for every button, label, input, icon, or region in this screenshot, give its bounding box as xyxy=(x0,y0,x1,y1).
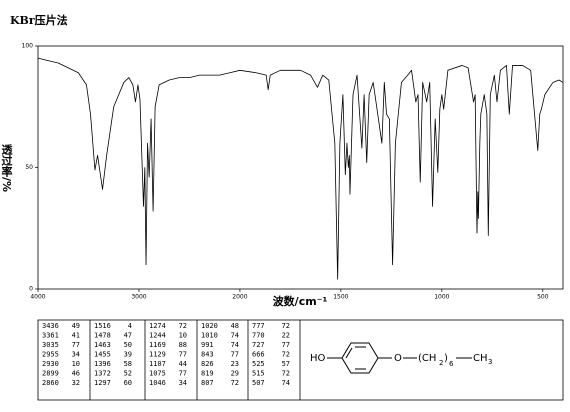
peak-transmittance: 49 xyxy=(72,322,80,330)
peak-wavenumber: 807 xyxy=(201,379,214,387)
peak-transmittance: 74 xyxy=(231,332,239,340)
peak-transmittance: 72 xyxy=(282,370,290,378)
peak-wavenumber: 1129 xyxy=(149,351,166,359)
x-tick-label: 500 xyxy=(537,294,549,301)
y-tick-label: 50 xyxy=(25,164,33,171)
peak-transmittance: 77 xyxy=(231,351,239,359)
peak-transmittance: 34 xyxy=(179,379,187,387)
peak-wavenumber: 1244 xyxy=(149,332,166,340)
peak-wavenumber: 1107 xyxy=(149,360,166,368)
chain-close: ) xyxy=(444,353,448,364)
peak-wavenumber: 2899 xyxy=(42,370,59,378)
peak-wavenumber: 3035 xyxy=(42,341,59,349)
peak-transmittance: 88 xyxy=(179,341,187,349)
peak-transmittance: 10 xyxy=(72,360,80,368)
chart-title: KBr压片法 xyxy=(10,13,68,27)
peak-transmittance: 41 xyxy=(72,332,80,340)
peak-transmittance: 77 xyxy=(72,341,80,349)
peak-transmittance: 32 xyxy=(72,379,80,387)
plot-frame xyxy=(37,45,564,290)
peak-transmittance: 52 xyxy=(124,370,132,378)
peak-wavenumber: 777 xyxy=(252,322,265,330)
peak-wavenumber: 826 xyxy=(201,360,214,368)
peak-transmittance: 50 xyxy=(124,341,132,349)
peak-transmittance: 34 xyxy=(72,351,80,359)
chain-subscript: 2 xyxy=(439,359,443,367)
peak-wavenumber: 1516 xyxy=(94,322,111,330)
peak-transmittance: 46 xyxy=(72,370,80,378)
peak-wavenumber: 727 xyxy=(252,341,265,349)
structure: HO O (CH 2 ) 6 CH 3 xyxy=(310,342,492,374)
peak-wavenumber: 666 xyxy=(252,351,265,359)
peak-wavenumber: 1169 xyxy=(149,341,166,349)
peak-wavenumber: 507 xyxy=(252,379,265,387)
peak-transmittance: 77 xyxy=(179,370,187,378)
peak-transmittance: 72 xyxy=(231,379,239,387)
ether-oxygen: O xyxy=(394,353,402,364)
peak-wavenumber: 515 xyxy=(252,370,265,378)
peak-wavenumber: 1075 xyxy=(149,370,166,378)
peak-wavenumber: 770 xyxy=(252,332,265,340)
peak-transmittance: 74 xyxy=(282,379,290,387)
x-axis-label: 波数/cm⁻¹ xyxy=(273,294,328,308)
repeat-count: 6 xyxy=(449,360,454,368)
peak-wavenumber: 3436 xyxy=(42,322,59,330)
peak-transmittance: 23 xyxy=(231,360,239,368)
peak-wavenumber: 525 xyxy=(252,360,265,368)
table-dividers xyxy=(89,320,301,400)
peak-transmittance: 60 xyxy=(124,379,132,387)
peak-transmittance: 39 xyxy=(124,351,132,359)
peak-wavenumber: 1020 xyxy=(201,322,218,330)
peak-wavenumber: 3361 xyxy=(42,332,59,340)
y-tick-label: 100 xyxy=(22,43,34,50)
peak-wavenumber: 843 xyxy=(201,351,214,359)
peak-wavenumber: 2930 xyxy=(42,360,59,368)
peak-wavenumber: 1455 xyxy=(94,351,111,359)
peak-transmittance: 58 xyxy=(124,360,132,368)
peak-transmittance: 4 xyxy=(128,322,132,330)
peak-wavenumber: 1297 xyxy=(94,379,111,387)
x-tick-label: 1000 xyxy=(434,294,449,301)
peak-transmittance: 77 xyxy=(179,351,187,359)
y-tick-label: 0 xyxy=(29,286,33,293)
peak-wavenumber: 1396 xyxy=(94,360,111,368)
peak-wavenumber: 2955 xyxy=(42,351,59,359)
table-frame xyxy=(37,319,564,401)
hydroxyl: HO xyxy=(310,353,326,364)
peak-wavenumber: 991 xyxy=(201,341,214,349)
x-tick-label: 1500 xyxy=(333,294,348,301)
peak-transmittance: 57 xyxy=(282,360,290,368)
peak-transmittance: 72 xyxy=(282,351,290,359)
peak-transmittance: 72 xyxy=(179,322,187,330)
peak-wavenumber: 1046 xyxy=(149,379,166,387)
x-tick-label: 3000 xyxy=(131,294,146,301)
end-subscript: 3 xyxy=(488,358,492,366)
peak-transmittance: 22 xyxy=(282,332,290,340)
peak-wavenumber: 819 xyxy=(201,370,214,378)
x-tick-label: 2000 xyxy=(232,294,247,301)
x-tick-label: 4000 xyxy=(30,294,45,301)
peak-transmittance: 10 xyxy=(179,332,187,340)
peak-transmittance: 29 xyxy=(231,370,239,378)
end-group: CH xyxy=(473,353,488,364)
chain-open: (CH xyxy=(418,353,436,364)
peak-transmittance: 77 xyxy=(282,341,290,349)
ring-bond xyxy=(345,347,353,359)
peak-transmittance: 44 xyxy=(179,360,187,368)
y-axis-label: 透过率/% xyxy=(0,144,13,192)
peak-wavenumber: 1372 xyxy=(94,370,111,378)
peak-wavenumber: 1274 xyxy=(149,322,166,330)
peak-transmittance: 48 xyxy=(231,322,239,330)
peak-transmittance: 74 xyxy=(231,341,239,349)
spectrum-line xyxy=(37,57,564,280)
peak-wavenumber: 1478 xyxy=(94,332,111,340)
peak-wavenumber: 1463 xyxy=(94,341,111,349)
peak-wavenumber: 2860 xyxy=(42,379,59,387)
peak-wavenumber: 1010 xyxy=(201,332,218,340)
peak-transmittance: 72 xyxy=(282,322,290,330)
peak-transmittance: 47 xyxy=(124,332,132,340)
